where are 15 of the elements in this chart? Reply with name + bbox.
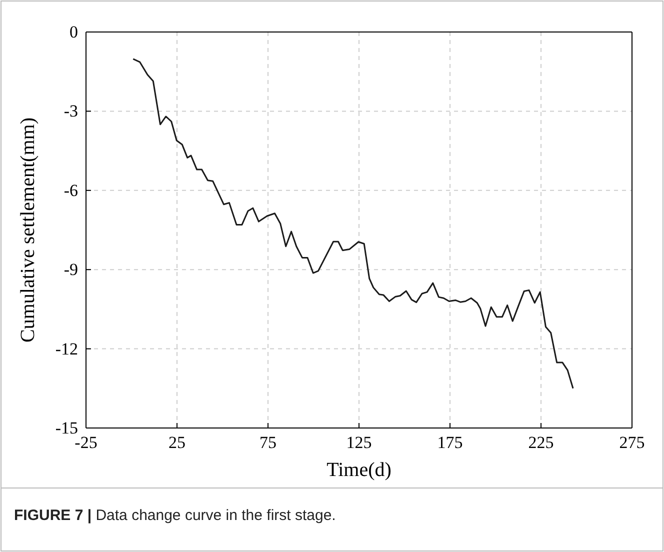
line-series (132, 58, 574, 390)
x-tick-label: 75 (260, 433, 276, 452)
y-tick-label: -12 (55, 339, 78, 358)
y-axis-title: Cumulative settlement(mm) (17, 118, 39, 342)
y-tick-label: 0 (70, 22, 78, 42)
x-axis-title: Time(d) (326, 459, 392, 481)
x-tick-label: 175 (437, 433, 463, 452)
x-tick-label: 25 (168, 433, 186, 452)
y-tick-label: -6 (64, 180, 78, 200)
caption: FIGURE 7 | Data change curve in the first stage. (14, 507, 336, 524)
x-tick-label: 225 (528, 433, 554, 452)
y-tick-label: -3 (64, 102, 78, 121)
y-tick-label: -9 (64, 260, 78, 280)
x-tick-label: 275 (619, 433, 645, 452)
x-tick-label: 125 (346, 433, 372, 452)
